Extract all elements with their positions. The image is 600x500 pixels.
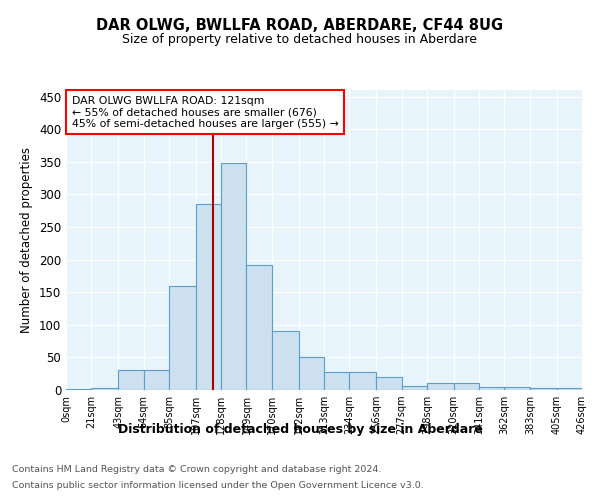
Bar — [169, 286, 196, 390]
Bar — [247, 265, 272, 390]
Bar — [376, 377, 401, 390]
Bar — [118, 370, 143, 390]
Bar — [505, 388, 530, 390]
Bar — [324, 372, 349, 390]
Bar — [427, 383, 454, 390]
Y-axis label: Number of detached properties: Number of detached properties — [20, 147, 34, 333]
Text: Contains HM Land Registry data © Crown copyright and database right 2024.: Contains HM Land Registry data © Crown c… — [12, 466, 382, 474]
Bar — [299, 358, 324, 390]
Text: Contains public sector information licensed under the Open Government Licence v3: Contains public sector information licen… — [12, 480, 424, 490]
Bar — [349, 372, 376, 390]
Bar — [479, 388, 505, 390]
Bar — [557, 388, 582, 390]
Bar — [196, 204, 221, 390]
Bar — [66, 388, 91, 390]
Text: DAR OLWG BWLLFA ROAD: 121sqm
← 55% of detached houses are smaller (676)
45% of s: DAR OLWG BWLLFA ROAD: 121sqm ← 55% of de… — [71, 96, 338, 129]
Bar — [454, 383, 479, 390]
Bar — [272, 332, 299, 390]
Bar — [530, 388, 557, 390]
Bar — [221, 163, 247, 390]
Bar — [401, 386, 427, 390]
Bar — [91, 388, 118, 390]
Text: DAR OLWG, BWLLFA ROAD, ABERDARE, CF44 8UG: DAR OLWG, BWLLFA ROAD, ABERDARE, CF44 8U… — [97, 18, 503, 32]
Bar — [143, 370, 169, 390]
Text: Size of property relative to detached houses in Aberdare: Size of property relative to detached ho… — [122, 32, 478, 46]
Text: Distribution of detached houses by size in Aberdare: Distribution of detached houses by size … — [118, 422, 482, 436]
